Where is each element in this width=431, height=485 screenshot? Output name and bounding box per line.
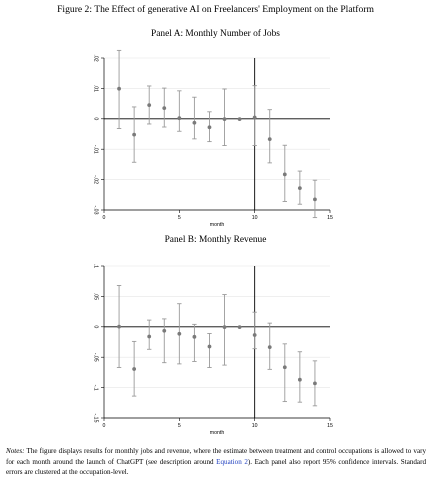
- panel-a-ytick-label-0: -.03: [93, 206, 99, 215]
- panel-b-point-7: [222, 325, 227, 330]
- panel-a-title: Panel A: Monthly Number of Jobs: [151, 29, 280, 39]
- panel-a-ytick-label-3: 0: [93, 117, 99, 120]
- panel-b-xtick-label-2: 10: [252, 423, 258, 429]
- panel-b-point-1: [132, 367, 137, 371]
- panel-a-ytick-label-4: .01: [93, 85, 99, 92]
- panel-a-point-2: [147, 103, 152, 108]
- panel-a-xtick-label-3: 15: [327, 215, 333, 221]
- panel-a-point-10: [267, 137, 272, 142]
- panel-a-chart: -.03 -.02 -.01 0 .01 .02 0 5 10 15 month: [93, 49, 333, 228]
- panel-b-title: Panel B: Monthly Revenue: [164, 235, 267, 245]
- panel-b-point-9: [252, 333, 257, 337]
- panel-a-xtick-label-1: 5: [178, 215, 181, 221]
- panel-a-point-13: [313, 197, 317, 202]
- panel-b-point-12: [297, 377, 302, 382]
- panel-b-ytick-label-4: .05: [93, 293, 99, 300]
- panel-a-point-6: [207, 125, 212, 130]
- panel-b-ytick-label-0: -.15: [93, 414, 99, 423]
- panel-b-ytick-label-5: .1: [93, 264, 99, 268]
- panel-a-point-9: [252, 115, 257, 120]
- panel-a-point-5: [192, 120, 197, 125]
- panel-b-ytick-label-1: -.1: [93, 385, 99, 391]
- panel-a-xtick-label-0: 0: [103, 215, 106, 221]
- panel-a-ytick-label-5: .02: [93, 54, 99, 61]
- panel-b-ytick-label-3: 0: [93, 325, 99, 328]
- panel-a-ytick-label-1: -.02: [93, 175, 99, 184]
- figure-notes: Notes: The figure displays results for m…: [6, 446, 426, 478]
- panel-b-point-5: [192, 334, 197, 339]
- notes-text-part-1: The figure displays results for monthly …: [6, 447, 426, 466]
- panel-b-x-axis-title: month: [210, 430, 225, 436]
- panel-b-xtick-label-3: 15: [327, 423, 333, 429]
- panel-b-point-11: [282, 365, 287, 370]
- panel-a-xtick-label-2: 10: [252, 215, 258, 221]
- panel-a-ytick-label-2: -.01: [93, 145, 99, 154]
- panel-b-ytick-label-2: -.05: [93, 353, 99, 362]
- panel-a-point-8: [237, 117, 242, 122]
- notes-label: Notes:: [6, 447, 25, 455]
- panel-a-point-3: [162, 106, 167, 111]
- panel-a-point-11: [282, 172, 287, 177]
- panel-a-point-4: [177, 116, 182, 121]
- panel-b-chart: -.15 -.1 -.05 0 .05 .1 0 5 10 15 month: [93, 264, 333, 436]
- equation-link[interactable]: Equation 2: [216, 457, 248, 466]
- panel-b-xtick-label-1: 5: [178, 423, 181, 429]
- panel-b-point-8: [237, 325, 242, 330]
- notes-text-part-2: ). Each panel also report 95% confidence…: [6, 457, 426, 477]
- panel-b-xtick-label-0: 0: [103, 423, 106, 429]
- panel-a-point-1: [132, 132, 137, 137]
- panel-b-point-10: [267, 345, 272, 350]
- panel-b-point-4: [177, 331, 182, 336]
- panel-a-point-12: [297, 186, 302, 191]
- panel-b-point-0: [117, 324, 121, 329]
- panel-b-point-6: [207, 344, 212, 349]
- panel-a-point-0: [117, 86, 121, 91]
- panel-b-point-2: [147, 334, 152, 339]
- panel-b-point-3: [162, 328, 167, 333]
- panel-a-point-7: [222, 117, 227, 122]
- panel-a-x-axis-title: month: [210, 222, 225, 228]
- panel-b-point-13: [313, 381, 317, 386]
- figure-title: Figure 2: The Effect of generative AI on…: [57, 4, 374, 15]
